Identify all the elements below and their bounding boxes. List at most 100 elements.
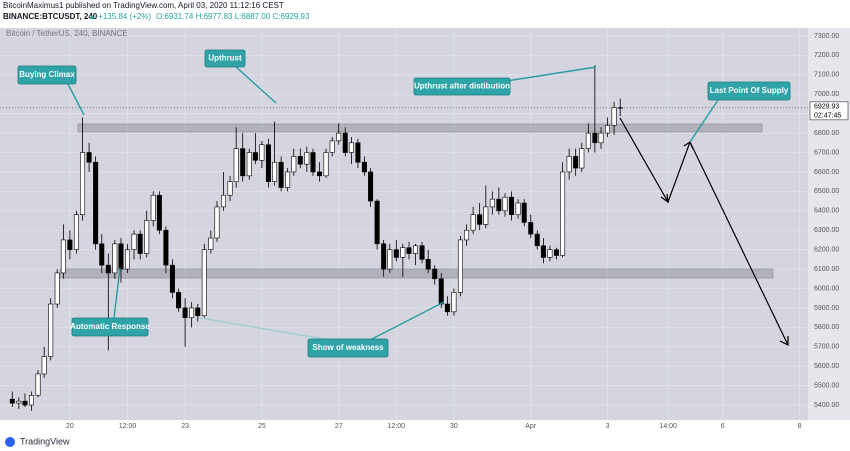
candle-body xyxy=(93,161,99,245)
candle-body xyxy=(195,307,201,316)
candle-body xyxy=(496,198,502,212)
x-tick-label: 23 xyxy=(181,423,189,430)
candle-body xyxy=(131,233,137,250)
candle-body xyxy=(336,132,342,142)
candle-body xyxy=(355,142,361,163)
y-tick-label: 5700.00 xyxy=(814,344,839,351)
candle-body xyxy=(124,249,130,270)
y-tick-label: 5500.00 xyxy=(814,382,839,389)
annotation: Upthrust after distibution xyxy=(414,82,510,91)
candle-body xyxy=(534,233,540,247)
candle-body xyxy=(560,171,566,256)
y-tick-label: 6500.00 xyxy=(814,188,839,195)
candle-body xyxy=(553,249,559,256)
candle-body xyxy=(41,356,47,375)
candle-body xyxy=(54,272,60,305)
candle-body xyxy=(521,202,527,223)
y-tick-label: 6300.00 xyxy=(814,227,839,234)
candle-body xyxy=(400,247,406,258)
candle-body xyxy=(489,198,495,208)
candle-body xyxy=(73,214,79,250)
candle-body xyxy=(605,125,611,134)
candle-body xyxy=(444,303,450,313)
candle-body xyxy=(566,156,572,173)
annotation: Automatic Response xyxy=(70,322,150,331)
candle-body xyxy=(425,259,431,270)
candle-body xyxy=(483,206,489,225)
candle-body xyxy=(48,303,54,357)
candle-body xyxy=(515,202,521,215)
candle-body xyxy=(99,243,105,266)
annotations: Buying Climax Upthrust Upthrust after dist… xyxy=(17,49,791,358)
chart-title: Bitcoin / TetherUS, 240, BINANCE xyxy=(6,29,128,38)
candle-body xyxy=(22,400,28,406)
candle-body xyxy=(374,200,380,245)
pointer xyxy=(67,83,85,116)
candle-body xyxy=(406,247,412,254)
arrow-head xyxy=(779,336,789,346)
y-tick-label: 7000.00 xyxy=(814,91,839,98)
candle-body xyxy=(252,152,258,161)
candle-body xyxy=(323,152,329,177)
projection-path xyxy=(619,117,789,346)
candle-body xyxy=(477,214,483,225)
candle-body xyxy=(201,249,207,316)
candle-body xyxy=(60,239,66,274)
pointer xyxy=(113,267,121,319)
candle-body xyxy=(265,144,271,182)
y-tick-label: 5900.00 xyxy=(814,305,839,312)
candle-body xyxy=(16,400,22,404)
candle-body xyxy=(393,249,399,258)
annotation: Show of weakness xyxy=(312,343,384,352)
candle-body xyxy=(118,243,124,270)
candle-body xyxy=(214,206,220,239)
annotation-box xyxy=(17,65,77,85)
candle-body xyxy=(432,268,438,280)
annotation-box xyxy=(707,81,791,101)
candle-body xyxy=(419,245,425,260)
candle-body xyxy=(592,132,598,144)
symbol: BINANCE:BTCUSDT, 240 xyxy=(3,12,98,21)
candle-body xyxy=(144,220,150,254)
pointer xyxy=(369,301,445,341)
candle-body xyxy=(182,307,188,318)
candle-body xyxy=(86,152,92,163)
pointer xyxy=(689,99,719,143)
footer: TradingView xyxy=(20,436,70,446)
candle-body xyxy=(573,156,579,169)
x-tick-label: 27 xyxy=(335,423,343,430)
candle-body xyxy=(208,237,214,250)
candle-body xyxy=(291,156,297,173)
candle-body xyxy=(176,292,182,309)
last-price-box xyxy=(809,101,849,121)
candle-body xyxy=(189,307,195,318)
candle-body xyxy=(105,264,111,274)
candle-body xyxy=(9,398,15,404)
pointer xyxy=(234,65,277,104)
candle-body xyxy=(259,144,265,161)
annotation-box xyxy=(71,317,149,337)
candle-body xyxy=(285,171,291,188)
annotation-box xyxy=(307,338,389,358)
candle-body xyxy=(80,152,86,215)
candle-body xyxy=(547,249,553,258)
candle-body xyxy=(464,229,470,241)
candle-body xyxy=(233,148,239,182)
annotation: Upthrust xyxy=(208,54,242,63)
ohlc: O:6931.74 H:6977.83 L:6887.00 C:6929.93 xyxy=(156,12,310,21)
candle-body xyxy=(227,181,233,196)
annotation: Last Point Of Supply xyxy=(710,86,789,95)
candle-body xyxy=(598,132,604,144)
candle-body xyxy=(156,194,162,231)
x-tick-label: 14:00 xyxy=(659,423,677,430)
candle-body xyxy=(317,171,323,177)
countdown: 02:47:45 xyxy=(814,113,841,120)
x-tick-label: 12:00 xyxy=(388,423,406,430)
x-tick-label: Apr xyxy=(525,423,537,430)
last-price-label: 6929.93 xyxy=(814,104,839,111)
change: ▲ +135.84 (+2%) xyxy=(88,12,151,21)
annotation-box xyxy=(413,77,511,96)
y-tick-label: 6600.00 xyxy=(814,169,839,176)
